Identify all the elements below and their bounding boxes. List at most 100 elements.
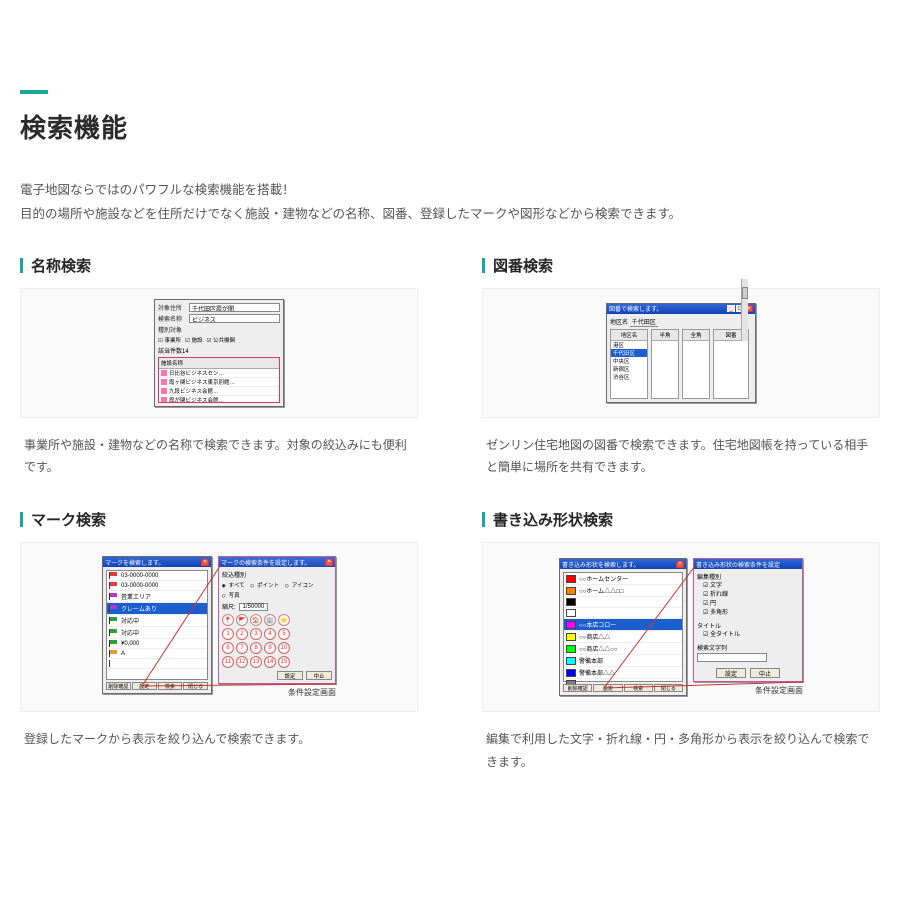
minimize-icon[interactable]: _ xyxy=(727,305,735,312)
close-icon[interactable]: × xyxy=(325,559,333,566)
group-search-text: 検索文字列 xyxy=(697,643,799,664)
col-item-selected[interactable]: 千代田区 xyxy=(611,349,647,357)
area-field[interactable]: 千代田区霞が関 xyxy=(189,303,280,312)
group-title-filter: タイトル 全タイトル xyxy=(697,621,799,640)
ok-buttons: 設定 中止 xyxy=(697,668,799,678)
col-item[interactable]: 港区 xyxy=(611,341,647,349)
footer-button[interactable]: 閉じる xyxy=(183,682,208,690)
footer-button[interactable]: 設定 xyxy=(132,682,157,690)
marker-number[interactable]: 3 xyxy=(250,628,262,640)
color-swatch-icon xyxy=(566,587,576,595)
column-area-list[interactable]: 地区名 港区 千代田区 中央区 新宿区 渋谷区 xyxy=(610,329,648,399)
radio-option[interactable]: ポイント xyxy=(251,581,280,589)
mark-list-item[interactable]: 03-0000-0000 xyxy=(107,581,207,591)
mark-list-item[interactable]: 対応中 xyxy=(107,615,207,627)
scrollbar[interactable] xyxy=(741,279,748,341)
column-full[interactable]: 全角 xyxy=(682,329,710,399)
marker-icon[interactable]: 🏠 xyxy=(250,614,262,626)
type-check-2[interactable]: ☑ 施設 xyxy=(185,336,202,344)
shape-list-item[interactable]: 警備本部△△ xyxy=(564,667,682,679)
shape-list-item[interactable] xyxy=(564,597,682,608)
marker-number[interactable]: 6 xyxy=(222,642,234,654)
list-item[interactable]: 霞が関ビジネス会館… xyxy=(159,396,279,403)
list-item[interactable]: 九段ビジネス会館… xyxy=(159,387,279,396)
type-check-3[interactable]: ☑ 公共機関 xyxy=(206,336,234,344)
column-number[interactable]: 図番 xyxy=(713,329,749,399)
footer-button[interactable]: 閉じる xyxy=(654,684,683,692)
search-text-input[interactable] xyxy=(697,653,767,662)
ok-button[interactable]: 設定 xyxy=(277,671,303,680)
footer-button[interactable]: 削除確認 xyxy=(563,684,592,692)
footer-button[interactable]: 検索 xyxy=(158,682,183,690)
footer-button[interactable]: 削除確認 xyxy=(106,682,131,690)
mark-list-item[interactable]: 対応中 xyxy=(107,627,207,639)
card-number-search: 図番検索 図番で検索します。 _□× 地区名 千代田区 地区名 港区 xyxy=(482,255,880,480)
marker-number[interactable]: 5 xyxy=(278,628,290,640)
marker-icon[interactable]: 📍 xyxy=(222,614,234,626)
flag-icon xyxy=(109,572,118,579)
marker-number[interactable]: 4 xyxy=(264,628,276,640)
mark-list-item[interactable]: 営業エリア xyxy=(107,591,207,603)
radio-option[interactable]: アイコン xyxy=(285,581,313,589)
marker-icon[interactable]: 🚩 xyxy=(236,614,248,626)
shape-list-item[interactable]: ○○商店△△○○ xyxy=(564,643,682,655)
mark-list[interactable]: 03-0000-000003-0000-0000営業エリアクレームあり対応中対応… xyxy=(106,570,208,680)
footer-button[interactable]: 設定 xyxy=(593,684,622,692)
checkbox-option[interactable]: 全タイトル xyxy=(703,631,799,640)
mark-list-item[interactable]: クレームあり xyxy=(107,603,207,615)
checkbox-option[interactable]: 折れ線 xyxy=(703,591,799,600)
marker-number[interactable]: 2 xyxy=(236,628,248,640)
checkbox-option[interactable]: 多角形 xyxy=(703,609,799,618)
checkbox-option[interactable]: 文字 xyxy=(703,582,799,591)
shape-list-item[interactable]: ○○ホーム△△□□ xyxy=(564,585,682,597)
footer-buttons: 削除確認 設定 検索 閉じる xyxy=(106,682,208,690)
marker-number[interactable]: 14 xyxy=(264,656,276,668)
titlebar: マークの検索条件を設定します。 × xyxy=(219,557,335,567)
marker-number[interactable]: 12 xyxy=(236,656,248,668)
mark-list-item[interactable]: ¥0,000 xyxy=(107,639,207,649)
name-field[interactable]: ビジネス xyxy=(189,314,280,323)
mark-list-item[interactable]: 03-0000-0000 xyxy=(107,571,207,581)
list-item[interactable]: 日比谷ビジネスセン… xyxy=(159,369,279,378)
marker-number[interactable]: 7 xyxy=(236,642,248,654)
type-check-1[interactable]: ☑ 事業所 xyxy=(158,336,181,344)
shape-list-item[interactable]: ○○商店△△ xyxy=(564,631,682,643)
marker-number[interactable]: 10 xyxy=(278,642,290,654)
marker-number[interactable]: 11 xyxy=(222,656,234,668)
col-item[interactable]: 中央区 xyxy=(611,357,647,365)
scrollbar-thumb[interactable] xyxy=(742,287,748,299)
shape-list-item[interactable]: 警備本部 xyxy=(564,655,682,667)
mark-list-item[interactable]: A xyxy=(107,649,207,659)
close-icon[interactable]: × xyxy=(676,561,684,568)
mark-list-item[interactable] xyxy=(107,659,207,669)
group-label: 編集種別 xyxy=(697,572,799,581)
cards-grid: 名称検索 対象住所 千代田区霞が関 検索名称 ビジネス 種別対象 xyxy=(20,255,880,774)
checkbox-option[interactable]: 円 xyxy=(703,600,799,609)
marker-number[interactable]: 9 xyxy=(264,642,276,654)
cancel-button[interactable]: 中止 xyxy=(306,671,332,680)
marker-number[interactable]: 13 xyxy=(250,656,262,668)
marker-icon[interactable]: ⭐ xyxy=(278,614,290,626)
titlebar: マークを検索します。 × xyxy=(103,557,211,567)
col-item[interactable]: 渋谷区 xyxy=(611,373,647,381)
marker-number[interactable]: 8 xyxy=(250,642,262,654)
close-icon[interactable]: × xyxy=(201,559,209,566)
ok-button[interactable]: 設定 xyxy=(716,668,746,678)
screenshot-caption: 条件設定画面 xyxy=(288,687,336,698)
shape-list-item[interactable]: ○○本店コロー xyxy=(564,619,682,631)
cancel-button[interactable]: 中止 xyxy=(750,668,780,678)
shape-list-item[interactable]: ○○ホームセンター xyxy=(564,573,682,585)
shape-list-item[interactable] xyxy=(564,608,682,619)
footer-button[interactable]: 検索 xyxy=(624,684,653,692)
shape-list[interactable]: ○○ホームセンター○○ホーム△△□□○○本店コロー○○商店△△○○商店△△○○警… xyxy=(563,572,683,682)
marker-number[interactable]: 15 xyxy=(278,656,290,668)
marker-number[interactable]: 1 xyxy=(222,628,234,640)
radio-option[interactable]: すべて xyxy=(222,581,245,589)
list-item[interactable]: 霞ヶ関ビジネス東京別館… xyxy=(159,378,279,387)
marker-icon[interactable]: 🏢 xyxy=(264,614,276,626)
radio-option[interactable]: 写真 xyxy=(222,591,240,599)
scale-select[interactable]: 1/50000 xyxy=(239,603,269,611)
col-item[interactable]: 新宿区 xyxy=(611,365,647,373)
column-half[interactable]: 半角 xyxy=(651,329,679,399)
results-list[interactable]: 施設名称 日比谷ビジネスセン… 霞ヶ関ビジネス東京別館… 九段ビジネス会館… 霞… xyxy=(158,357,280,403)
